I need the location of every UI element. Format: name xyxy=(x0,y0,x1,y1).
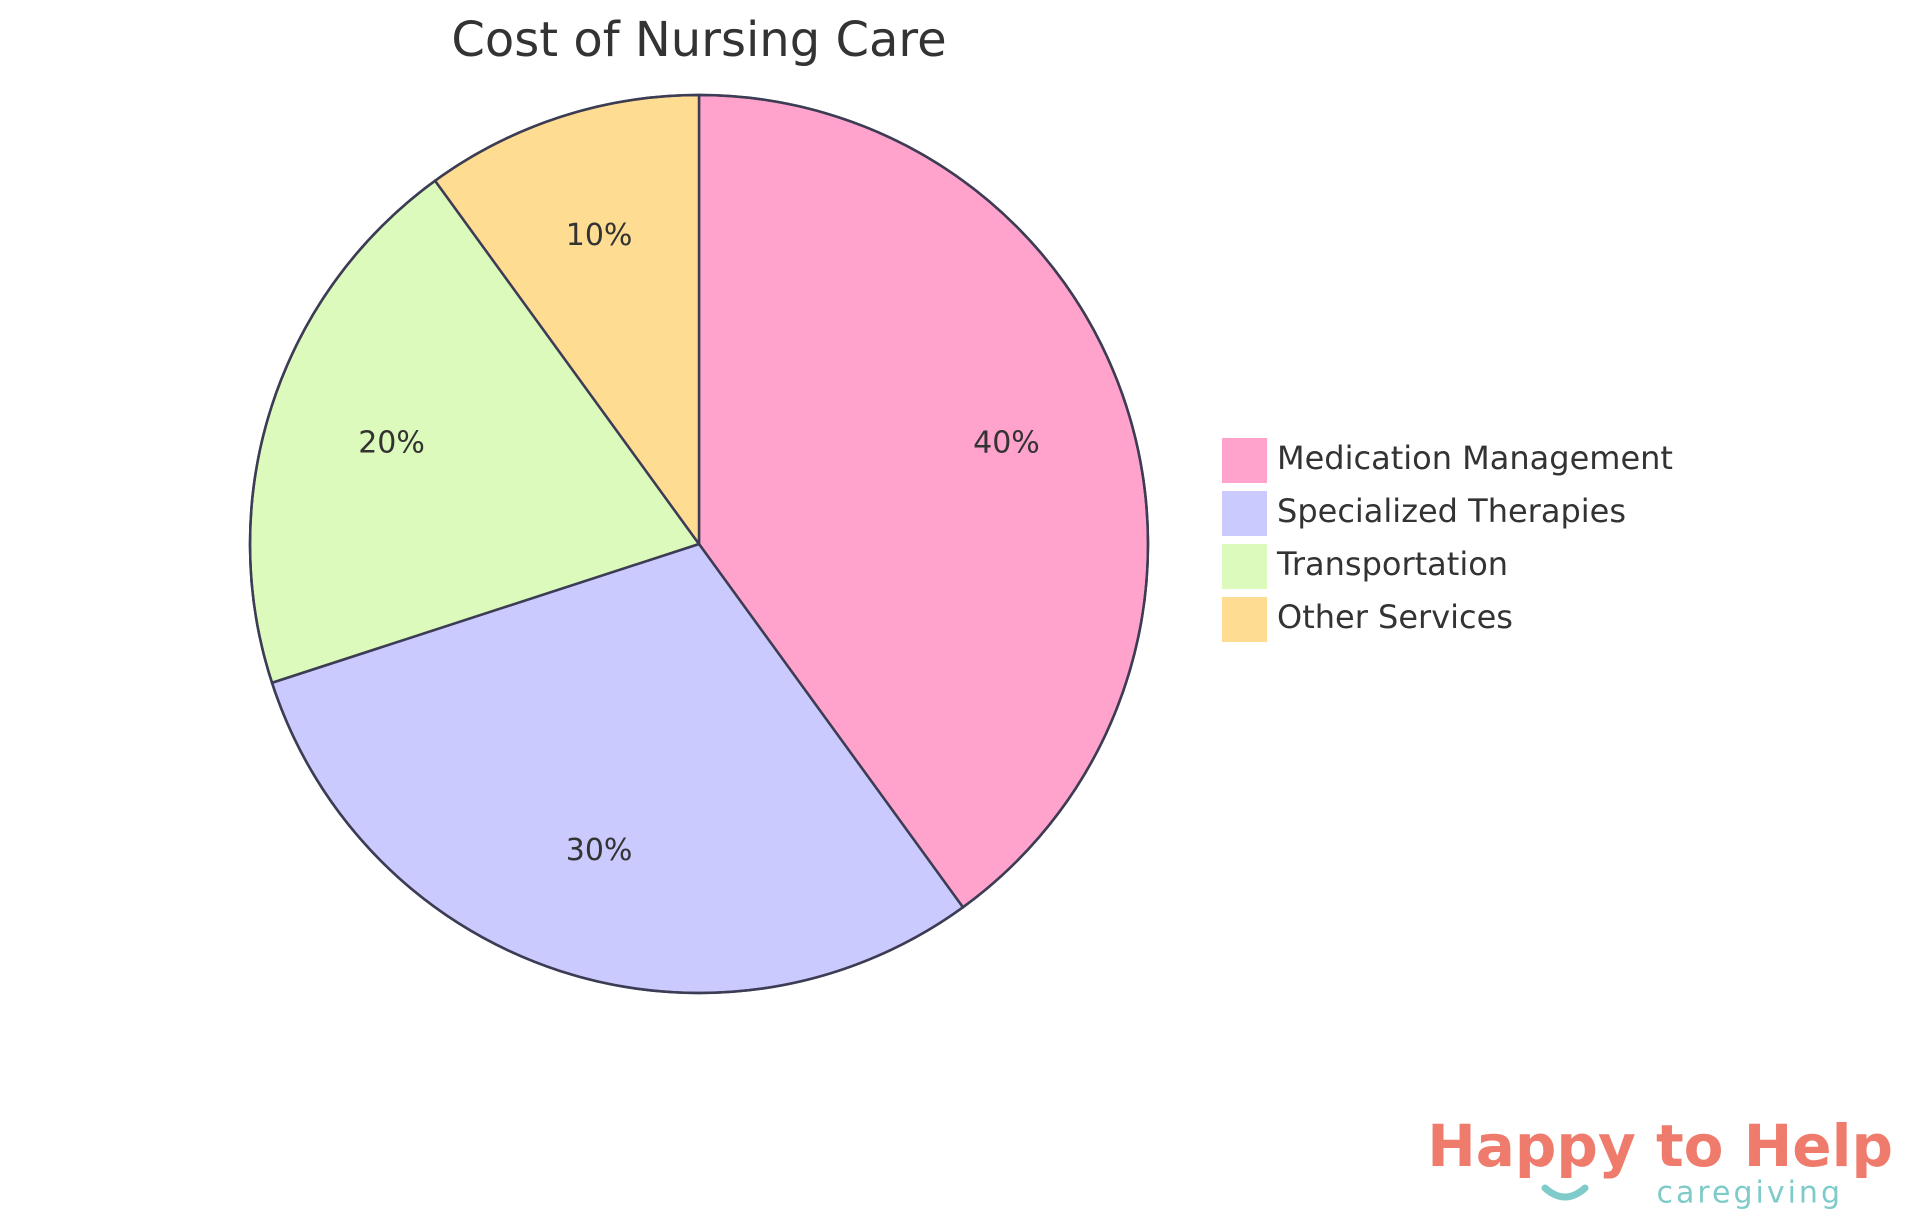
legend-swatch xyxy=(1222,491,1267,536)
legend-swatch xyxy=(1222,544,1267,589)
slice-label: 20% xyxy=(358,426,425,461)
legend-label: Other Services xyxy=(1277,598,1513,636)
legend-label: Medication Management xyxy=(1277,439,1673,477)
logo-subtitle: caregiving xyxy=(1656,1176,1843,1211)
logo: Happy to Help caregiving xyxy=(1427,1112,1893,1210)
legend-swatch xyxy=(1222,438,1267,483)
slice-label: 40% xyxy=(973,426,1040,461)
slice-label: 30% xyxy=(566,833,633,868)
legend-label: Specialized Therapies xyxy=(1277,492,1626,530)
logo-title: Happy to Help xyxy=(1427,1112,1893,1180)
legend-swatch xyxy=(1222,597,1267,642)
pie-outline xyxy=(248,93,1150,995)
slice-label: 10% xyxy=(566,218,633,253)
chart-title: Cost of Nursing Care xyxy=(451,12,946,68)
logo-smile xyxy=(1541,1184,1589,1201)
legend-label: Transportation xyxy=(1276,545,1508,583)
